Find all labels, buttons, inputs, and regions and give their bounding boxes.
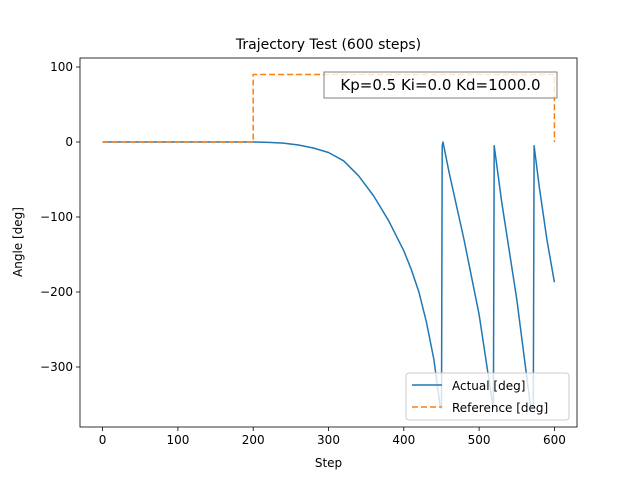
- x-tick-label: 600: [543, 433, 566, 447]
- x-axis: 0 100 200 300 400 500 600: [99, 427, 566, 447]
- y-axis: 100 0 −100 −200 −300: [40, 60, 80, 374]
- plot-frame: [80, 58, 577, 427]
- annotation-text: Kp=0.5 Ki=0.0 Kd=1000.0: [340, 76, 540, 94]
- x-tick-label: 0: [99, 433, 107, 447]
- y-tick-label: 0: [65, 135, 73, 149]
- y-axis-label: Angle [deg]: [11, 207, 25, 277]
- legend-frame: [405, 372, 570, 421]
- annotation-box: Kp=0.5 Ki=0.0 Kd=1000.0: [323, 71, 558, 99]
- legend: Actual [deg] Reference [deg]: [405, 372, 570, 421]
- legend-label-actual: Actual [deg]: [452, 379, 525, 393]
- annotation-frame: [323, 71, 558, 99]
- x-tick-label: 500: [468, 433, 491, 447]
- legend-label-reference: Reference [deg]: [452, 401, 548, 415]
- plot-area: [79, 57, 578, 428]
- y-tick-label: −100: [40, 210, 73, 224]
- chart-title: Trajectory Test (600 steps): [235, 37, 421, 53]
- x-tick-label: 400: [392, 433, 415, 447]
- x-axis-label: Step: [315, 456, 342, 470]
- x-tick-label: 100: [166, 433, 189, 447]
- x-tick-label: 300: [317, 433, 340, 447]
- y-tick-label: −200: [40, 285, 73, 299]
- x-tick-label: 200: [242, 433, 265, 447]
- y-tick-label: −300: [40, 360, 73, 374]
- y-tick-label: 100: [50, 60, 73, 74]
